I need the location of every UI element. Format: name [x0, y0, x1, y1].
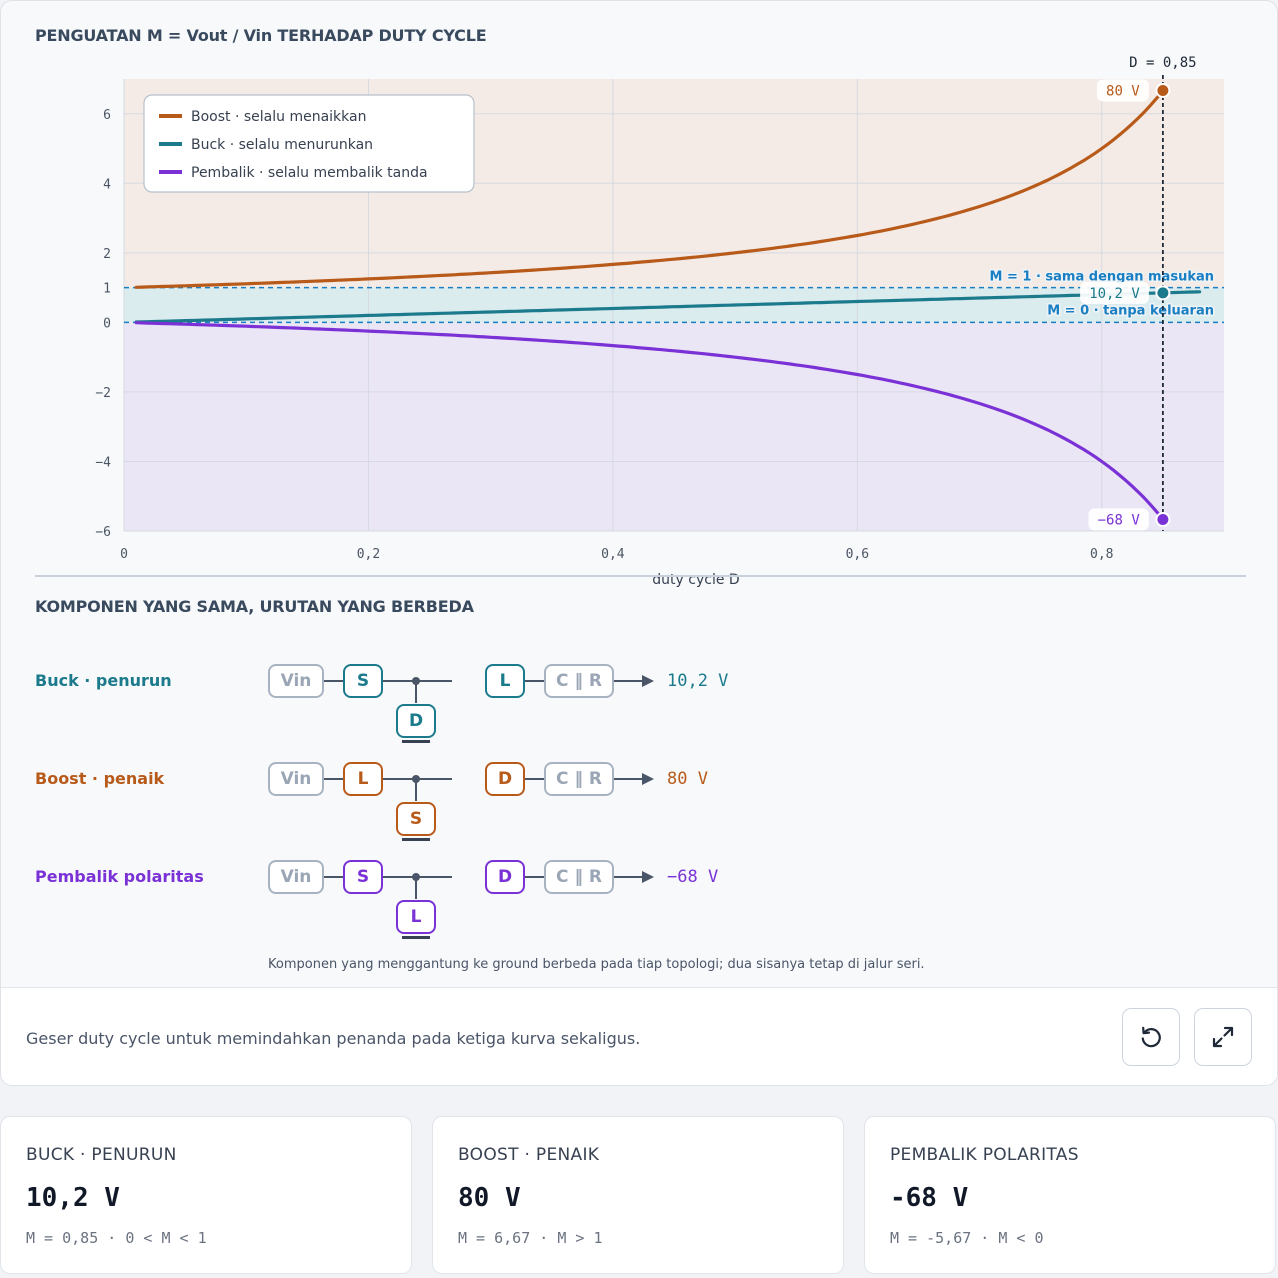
legend-label: Buck · selalu menurunkan [191, 137, 373, 153]
y-tick-label: 0 [103, 316, 111, 331]
marker-point-label: −68 V [1098, 513, 1141, 529]
chart-legend: Boost · selalu menaikkan Buck · selalu me… [143, 94, 475, 193]
x-tick-label: 0,2 [357, 547, 380, 562]
wire [415, 877, 417, 899]
y-tick-label: 2 [103, 247, 111, 262]
marker-point [1155, 512, 1171, 528]
x-tick-label: 0,8 [1090, 547, 1113, 562]
series-component-1: S [343, 664, 383, 698]
series-line-2 [134, 321, 1165, 522]
series-component-2: L [485, 664, 525, 698]
marker-point [1155, 285, 1171, 301]
y-tick-label: −6 [95, 525, 111, 540]
main-panel: PENGUATAN M = Vout / Vin TERHADAP DUTY C… [0, 0, 1278, 1086]
expand-button[interactable] [1194, 1008, 1252, 1066]
expand-icon [1212, 1026, 1234, 1048]
inverter-card: PEMBALIK POLARITAS -68 V M = -5,67 · M <… [864, 1116, 1276, 1274]
reset-icon [1141, 1026, 1161, 1048]
wire [415, 779, 417, 801]
marker-point-label-bg [1080, 281, 1149, 304]
legend-box [143, 94, 475, 193]
marker-point-label: 80 V [1106, 83, 1140, 99]
inverter-region [124, 322, 1224, 531]
row-label: Pembalik polaritas [35, 867, 204, 886]
legend-label: Pembalik · selalu membalik tanda [191, 165, 428, 181]
row-label: Boost · penaik [35, 769, 165, 788]
source-box: Vin [268, 762, 324, 796]
series-component-1: S [343, 860, 383, 894]
y-tick-label: 6 [103, 108, 111, 123]
wire [525, 876, 544, 878]
y-tick-label: 1 [103, 282, 111, 297]
section-divider [35, 575, 1246, 577]
y-tick-label: 4 [103, 177, 111, 192]
card-title: PEMBALIK POLARITAS [890, 1145, 1079, 1165]
marker-point [1155, 82, 1171, 98]
source-box: Vin [268, 664, 324, 698]
card-value: 10,2 V [26, 1183, 120, 1213]
series-line-1 [134, 290, 1202, 324]
y-tick-label: −4 [95, 455, 111, 470]
chart-title: PENGUATAN M = Vout / Vin TERHADAP DUTY C… [35, 26, 487, 45]
wire [415, 681, 417, 703]
wire [324, 876, 343, 878]
series-component-2: D [485, 762, 525, 796]
marker-point-label: 10,2 V [1089, 286, 1140, 302]
slider-hint: Geser duty cycle untuk memindahkan penan… [26, 1029, 641, 1048]
load-box: C ‖ R [544, 664, 614, 698]
shunt-component: D [396, 704, 436, 738]
output-value: 80 V [667, 769, 708, 789]
y-tick-label: −2 [95, 386, 111, 401]
wire [324, 680, 343, 682]
card-title: BUCK · PENURUN [26, 1145, 177, 1165]
card-subtitle: M = 0,85 · 0 < M < 1 [26, 1229, 207, 1247]
wire [324, 778, 343, 780]
output-arrow [642, 675, 654, 687]
x-tick-label: 0,6 [846, 547, 869, 562]
marker-point-label-bg [1096, 79, 1149, 102]
row-label: Buck · penurun [35, 671, 172, 690]
output-arrow [642, 871, 654, 883]
wire [614, 680, 644, 682]
ground-symbol [402, 936, 430, 939]
wire [525, 778, 544, 780]
load-box: C ‖ R [544, 860, 614, 894]
wire [614, 778, 644, 780]
wire [525, 680, 544, 682]
buck-card: BUCK · PENURUN 10,2 V M = 0,85 · 0 < M <… [0, 1116, 412, 1274]
wire [614, 876, 644, 878]
card-title: BOOST · PENAIK [458, 1145, 600, 1165]
x-tick-label: 0 [120, 547, 128, 562]
x-tick-label: 0,4 [601, 547, 625, 562]
source-box: Vin [268, 860, 324, 894]
shunt-component: S [396, 802, 436, 836]
reset-button[interactable] [1122, 1008, 1180, 1066]
output-value: 10,2 V [667, 671, 729, 691]
controls-bar: Geser duty cycle untuk memindahkan penan… [1, 987, 1277, 1085]
card-value: -68 V [890, 1183, 969, 1213]
series-component-1: L [343, 762, 383, 796]
ground-symbol [402, 740, 430, 743]
load-box: C ‖ R [544, 762, 614, 796]
boost-card: BOOST · PENAIK 80 V M = 6,67 · M > 1 [432, 1116, 844, 1274]
card-subtitle: M = 6,67 · M > 1 [458, 1229, 603, 1247]
series-line-0 [134, 88, 1165, 289]
shunt-component: L [396, 900, 436, 934]
output-arrow [642, 773, 654, 785]
diagram-caption: Komponen yang menggantung ke ground berb… [268, 957, 925, 972]
marker-point-label-bg [1088, 508, 1149, 531]
legend-label: Boost · selalu menaikkan [191, 109, 366, 125]
ground-symbol [402, 838, 430, 841]
diagram-title: KOMPONEN YANG SAMA, URUTAN YANG BERBEDA [35, 597, 474, 616]
reference-label: M = 0 · tanpa keluaran [1047, 303, 1214, 318]
series-component-2: D [485, 860, 525, 894]
card-value: 80 V [458, 1183, 521, 1213]
reference-label: M = 1 · sama dengan masukan [990, 270, 1215, 285]
card-subtitle: M = -5,67 · M < 0 [890, 1229, 1044, 1247]
marker-label: D = 0,85 [1129, 55, 1196, 71]
output-value: −68 V [667, 867, 719, 887]
